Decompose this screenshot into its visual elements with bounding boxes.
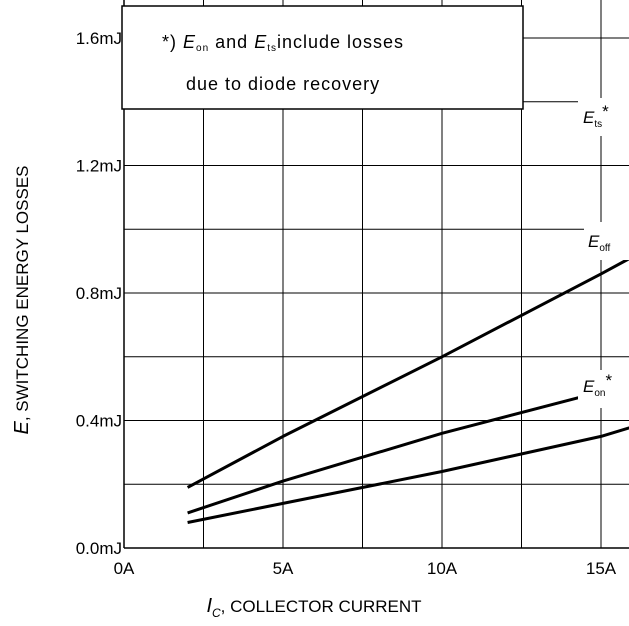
label-eon-text: Eon* xyxy=(583,371,612,399)
note-box: *) Eon and Etsinclude losses due to diod… xyxy=(121,5,524,110)
y-tick-labels: 0.0mJ 0.4mJ 0.8mJ 1.2mJ 1.6mJ xyxy=(76,29,122,558)
label-ets-bg xyxy=(578,98,629,136)
x-tick-label: 10A xyxy=(427,559,458,578)
x-tick-label: 15A xyxy=(586,559,617,578)
x-tick-label: 0A xyxy=(114,559,135,578)
series-line-eon xyxy=(187,426,629,524)
y-tick-label: 0.8mJ xyxy=(76,284,122,303)
label-eoff-text: Eoff xyxy=(588,232,611,254)
y-tick-label: 0.4mJ xyxy=(76,412,122,431)
label-eon: Eon* xyxy=(578,370,629,408)
note-line-1: *) Eon and Etsinclude losses xyxy=(162,32,404,54)
x-axis-title: IC, COLLECTOR CURRENT xyxy=(206,595,421,620)
series-line-ets xyxy=(186,257,629,489)
y-axis-title: E, SWITCHING ENERGY LOSSES xyxy=(11,165,33,434)
note-line-2: due to diode recovery xyxy=(186,74,380,94)
label-eoff-bg xyxy=(584,222,629,260)
y-tick-label: 1.2mJ xyxy=(76,157,122,176)
y-tick-label: 1.6mJ xyxy=(76,29,122,48)
label-eon-bg xyxy=(578,370,629,408)
label-ets-text: Ets* xyxy=(583,102,609,130)
note-box-frame xyxy=(121,5,524,110)
y-tick-label: 0.0mJ xyxy=(76,539,122,558)
label-eoff: Eoff xyxy=(584,222,629,260)
label-ets: Ets* xyxy=(578,98,629,136)
x-tick-labels: 0A5A10A15A20A25A xyxy=(114,559,617,578)
x-tick-label: 5A xyxy=(273,559,294,578)
